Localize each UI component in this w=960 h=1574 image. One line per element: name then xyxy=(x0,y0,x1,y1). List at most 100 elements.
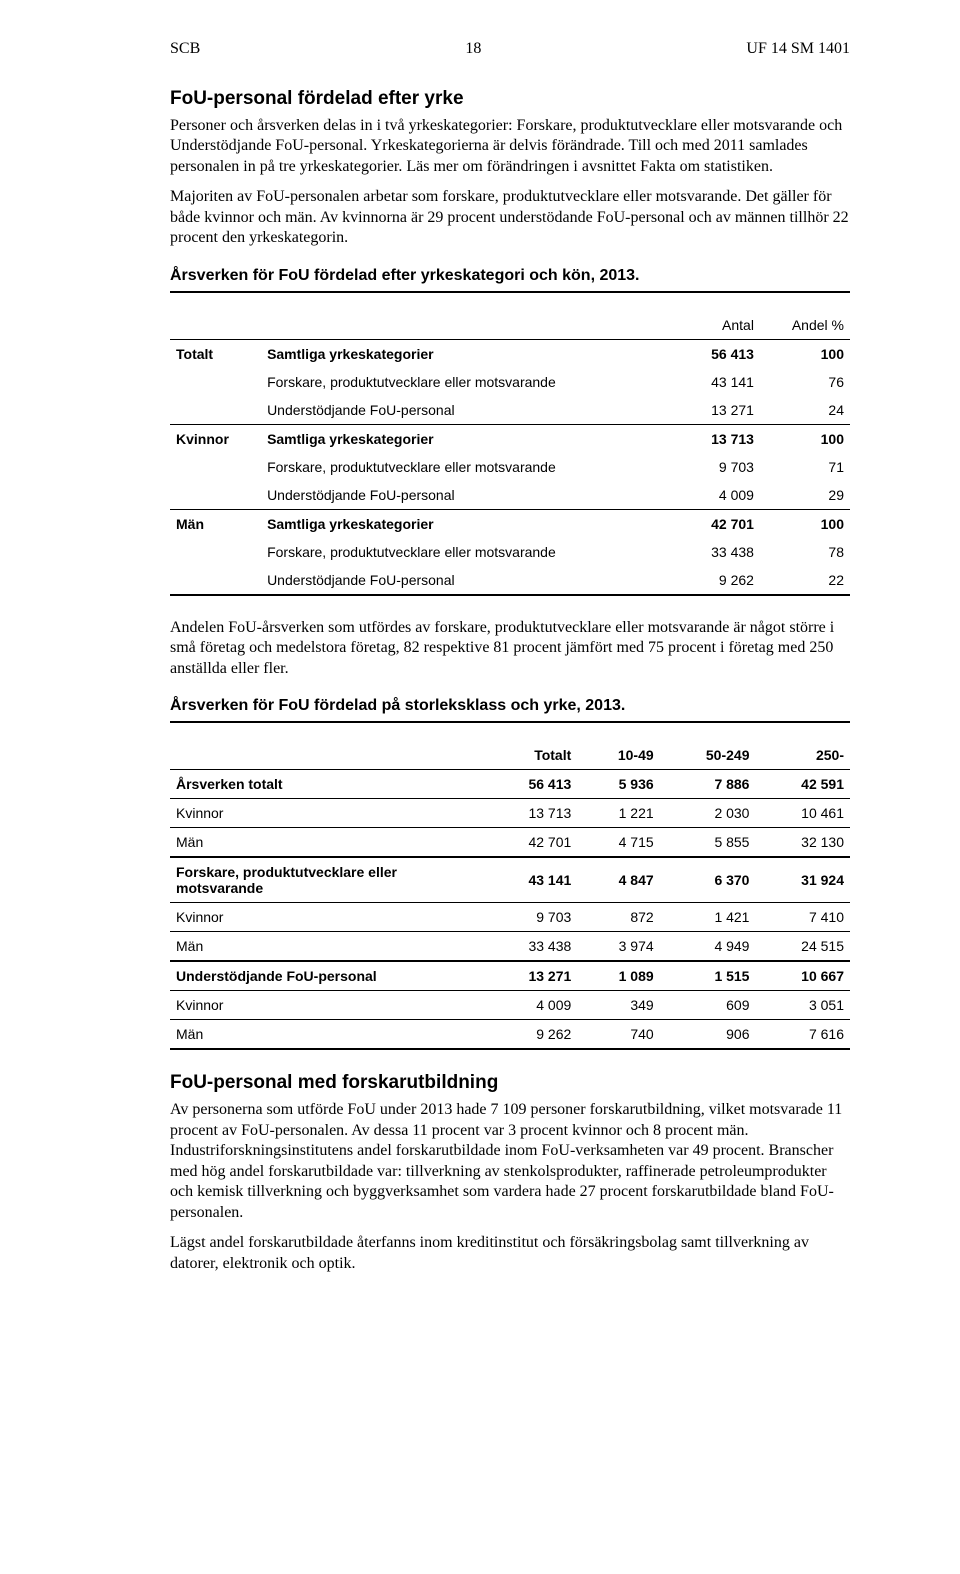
t2-row-name: Kvinnor xyxy=(170,799,483,828)
t2-section-val: 1 089 xyxy=(577,961,659,991)
t1-group-label: Män xyxy=(170,509,261,538)
section1-para2: Majoriten av FoU-personalen arbetar som … xyxy=(170,187,850,248)
t2-row-val: 13 713 xyxy=(483,799,577,828)
t1-group-blank xyxy=(170,368,261,396)
t1-group-blank xyxy=(170,481,261,510)
t2-row-val: 3 974 xyxy=(577,932,659,962)
t1-row-andel: 100 xyxy=(760,339,850,368)
section1-para1: Personer och årsverken delas in i två yr… xyxy=(170,116,850,177)
t2-row-val: 9 262 xyxy=(483,1020,577,1050)
t1-row-andel: 100 xyxy=(760,424,850,453)
t2-col: 50-249 xyxy=(660,741,756,770)
t1-row-andel: 22 xyxy=(760,566,850,595)
t1-row-andel: 71 xyxy=(760,453,850,481)
t1-row-andel: 24 xyxy=(760,396,850,425)
t1-row-name: Samtliga yrkeskategorier xyxy=(261,509,683,538)
t1-group-blank xyxy=(170,566,261,595)
t1-group-label: Kvinnor xyxy=(170,424,261,453)
header-left: SCB xyxy=(170,40,200,58)
t2-row-val: 906 xyxy=(660,1020,756,1050)
t2-section-val: 1 515 xyxy=(660,961,756,991)
table-yrkeskategori-kon: AntalAndel %TotaltSamtliga yrkeskategori… xyxy=(170,291,850,596)
section2-para1: Av personerna som utförde FoU under 2013… xyxy=(170,1100,850,1223)
t1-row-andel: 100 xyxy=(760,509,850,538)
between-para: Andelen FoU-årsverken som utfördes av fo… xyxy=(170,618,850,679)
section2-para2: Lägst andel forskarutbildade återfanns i… xyxy=(170,1233,850,1274)
t2-row-val: 4 949 xyxy=(660,932,756,962)
t2-col: Totalt xyxy=(483,741,577,770)
page-container: SCB 18 UF 14 SM 1401 FoU-personal fördel… xyxy=(0,0,960,1334)
t2-row-val: 740 xyxy=(577,1020,659,1050)
t2-section-val: 43 141 xyxy=(483,857,577,903)
t2-col: 250- xyxy=(755,741,850,770)
t1-row-antal: 42 701 xyxy=(683,509,760,538)
t1-row-name: Understödjande FoU-personal xyxy=(261,481,683,510)
t2-row-val: 24 515 xyxy=(755,932,850,962)
t1-col-blank2 xyxy=(261,311,683,340)
t1-row-name: Understödjande FoU-personal xyxy=(261,396,683,425)
t2-row-val: 872 xyxy=(577,903,659,932)
t2-row-val: 1 221 xyxy=(577,799,659,828)
t2-row-val: 5 855 xyxy=(660,828,756,858)
t2-row-val: 7 410 xyxy=(755,903,850,932)
t1-group-blank xyxy=(170,396,261,425)
t2-section-name: Årsverken totalt xyxy=(170,770,483,799)
t2-section-name: Forskare, produktutvecklare eller motsva… xyxy=(170,857,483,903)
t2-row-val: 32 130 xyxy=(755,828,850,858)
t1-row-name: Forskare, produktutvecklare eller motsva… xyxy=(261,538,683,566)
t2-row-val: 349 xyxy=(577,991,659,1020)
t1-row-antal: 13 271 xyxy=(683,396,760,425)
t2-row-name: Kvinnor xyxy=(170,903,483,932)
t1-group-blank xyxy=(170,538,261,566)
t2-row-val: 4 009 xyxy=(483,991,577,1020)
t2-row-val: 10 461 xyxy=(755,799,850,828)
t2-section-val: 6 370 xyxy=(660,857,756,903)
t2-row-val: 609 xyxy=(660,991,756,1020)
t2-section-val: 13 271 xyxy=(483,961,577,991)
table2-title: Årsverken för FoU fördelad på storlekskl… xyxy=(170,697,850,715)
t1-col-andel: Andel % xyxy=(760,311,850,340)
t1-group-blank xyxy=(170,453,261,481)
t1-row-antal: 56 413 xyxy=(683,339,760,368)
t2-row-name: Män xyxy=(170,932,483,962)
t1-row-antal: 9 703 xyxy=(683,453,760,481)
t1-row-name: Forskare, produktutvecklare eller motsva… xyxy=(261,453,683,481)
t1-row-antal: 4 009 xyxy=(683,481,760,510)
t1-row-antal: 43 141 xyxy=(683,368,760,396)
t2-col: 10-49 xyxy=(577,741,659,770)
t2-section-val: 4 847 xyxy=(577,857,659,903)
t2-section-val: 5 936 xyxy=(577,770,659,799)
section1-title: FoU-personal fördelad efter yrke xyxy=(170,88,850,110)
t2-section-val: 10 667 xyxy=(755,961,850,991)
t1-row-antal: 33 438 xyxy=(683,538,760,566)
t2-row-val: 33 438 xyxy=(483,932,577,962)
t1-row-antal: 9 262 xyxy=(683,566,760,595)
t1-col-blank xyxy=(170,311,261,340)
t2-row-val: 42 701 xyxy=(483,828,577,858)
t1-row-name: Samtliga yrkeskategorier xyxy=(261,339,683,368)
t2-row-name: Män xyxy=(170,1020,483,1050)
t2-section-val: 31 924 xyxy=(755,857,850,903)
t1-col-antal: Antal xyxy=(683,311,760,340)
t2-row-val: 9 703 xyxy=(483,903,577,932)
t2-row-val: 1 421 xyxy=(660,903,756,932)
t2-section-name: Understödjande FoU-personal xyxy=(170,961,483,991)
t2-section-val: 42 591 xyxy=(755,770,850,799)
t2-row-val: 3 051 xyxy=(755,991,850,1020)
t1-row-andel: 76 xyxy=(760,368,850,396)
t2-section-val: 56 413 xyxy=(483,770,577,799)
header-page-number: 18 xyxy=(465,40,481,58)
t1-row-andel: 29 xyxy=(760,481,850,510)
t2-row-name: Män xyxy=(170,828,483,858)
t1-group-label: Totalt xyxy=(170,339,261,368)
t1-row-name: Samtliga yrkeskategorier xyxy=(261,424,683,453)
page-header: SCB 18 UF 14 SM 1401 xyxy=(170,40,850,58)
t2-row-name: Kvinnor xyxy=(170,991,483,1020)
t1-row-name: Forskare, produktutvecklare eller motsva… xyxy=(261,368,683,396)
t2-row-val: 7 616 xyxy=(755,1020,850,1050)
table1-title: Årsverken för FoU fördelad efter yrkeska… xyxy=(170,267,850,285)
t2-row-val: 4 715 xyxy=(577,828,659,858)
t2-col-blank xyxy=(170,741,483,770)
t2-row-val: 2 030 xyxy=(660,799,756,828)
t1-row-name: Understödjande FoU-personal xyxy=(261,566,683,595)
